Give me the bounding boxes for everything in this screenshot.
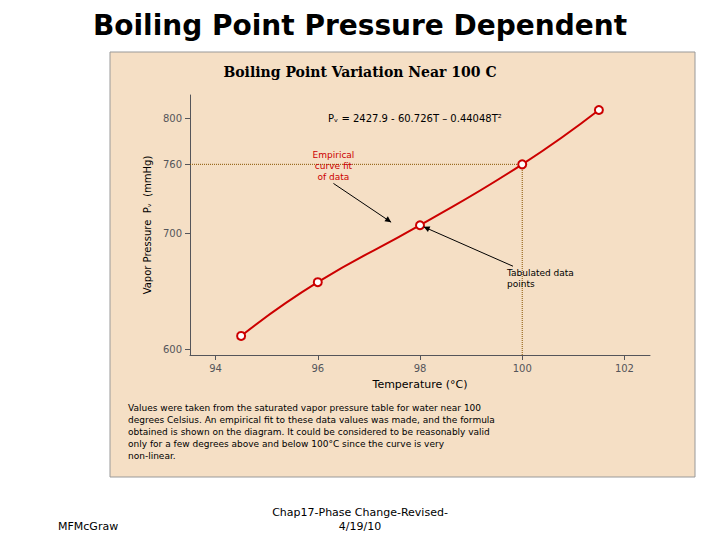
- svg-text:4/19/10: 4/19/10: [339, 520, 381, 533]
- svg-text:points: points: [507, 279, 535, 289]
- svg-text:Temperature (°C): Temperature (°C): [372, 378, 468, 391]
- svg-text:curve fit: curve fit: [315, 161, 353, 171]
- svg-text:760: 760: [163, 159, 182, 170]
- svg-text:Boiling Point Pressure Depende: Boiling Point Pressure Dependent: [93, 9, 627, 42]
- svg-text:obtained is shown on the diagr: obtained is shown on the diagram. It cou…: [128, 427, 490, 437]
- svg-text:Tabulated data: Tabulated data: [506, 268, 574, 278]
- svg-text:MFMcGraw: MFMcGraw: [58, 520, 118, 533]
- svg-text:Chap17-Phase Change-Revised-: Chap17-Phase Change-Revised-: [272, 506, 448, 519]
- svg-text:degrees Celsius. An empirical: degrees Celsius. An empirical fit to the…: [128, 415, 495, 425]
- svg-text:Empirical: Empirical: [313, 150, 355, 160]
- svg-text:102: 102: [615, 363, 634, 374]
- svg-text:only for a few degrees above a: only for a few degrees above and below 1…: [128, 439, 445, 449]
- svg-text:94: 94: [209, 363, 222, 374]
- svg-text:800: 800: [163, 113, 182, 124]
- svg-text:non-linear.: non-linear.: [128, 451, 176, 461]
- svg-text:96: 96: [311, 363, 324, 374]
- svg-text:of data: of data: [318, 172, 350, 182]
- svg-text:Vapor Pressure Pᵥ (mmHg): Vapor Pressure Pᵥ (mmHg): [142, 156, 153, 295]
- svg-text:Pᵥ = 2427.9 - 60.726T – 0.4404: Pᵥ = 2427.9 - 60.726T – 0.44048T²: [328, 113, 502, 124]
- svg-text:100: 100: [513, 363, 532, 374]
- svg-text:600: 600: [163, 344, 182, 355]
- svg-text:Values were taken from the sat: Values were taken from the saturated vap…: [128, 403, 481, 413]
- svg-text:Boiling Point Variation Near 1: Boiling Point Variation Near 100 C: [223, 64, 496, 80]
- svg-text:98: 98: [414, 363, 427, 374]
- svg-text:700: 700: [163, 228, 182, 239]
